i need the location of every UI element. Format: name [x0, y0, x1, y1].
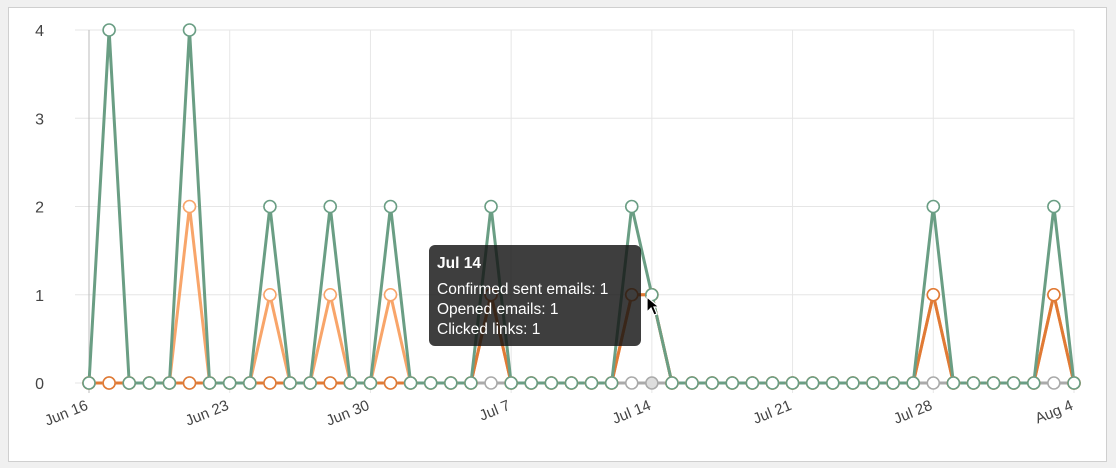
data-point	[665, 376, 679, 390]
data-point	[444, 376, 458, 390]
data-point	[645, 376, 659, 390]
data-point	[182, 23, 197, 37]
data-point	[484, 199, 498, 214]
data-point	[986, 376, 1001, 390]
data-point	[705, 376, 719, 390]
data-point	[343, 376, 358, 390]
data-point	[1047, 199, 1061, 214]
data-point	[886, 376, 900, 390]
data-point	[745, 376, 760, 390]
data-point	[946, 376, 961, 390]
data-point	[785, 376, 800, 390]
data-point	[584, 376, 599, 390]
tooltip: Jul 14 Confirmed sent emails: 1 Opened e…	[429, 245, 641, 346]
data-point	[182, 199, 197, 214]
data-point	[82, 376, 96, 390]
data-point	[846, 376, 860, 390]
data-point	[122, 376, 137, 390]
data-point	[263, 287, 277, 302]
y-tick-label: 4	[35, 23, 44, 40]
data-point	[926, 199, 941, 214]
data-point	[383, 199, 398, 214]
data-point	[102, 376, 116, 390]
data-point	[906, 376, 920, 390]
tooltip-line: Opened emails: 1	[437, 301, 559, 318]
x-tick-label: Jul 28	[891, 397, 934, 428]
data-point	[725, 376, 740, 390]
data-point	[303, 376, 317, 390]
x-tick-label: Jul 21	[751, 397, 794, 428]
data-point	[243, 376, 257, 390]
x-tick-label: Jun 23	[183, 397, 231, 430]
mouse-cursor-icon	[646, 296, 661, 316]
data-point	[182, 376, 197, 390]
data-point	[1067, 376, 1081, 390]
data-point	[624, 376, 639, 390]
y-tick-label: 3	[35, 111, 44, 128]
data-point	[966, 376, 981, 390]
data-point	[323, 199, 338, 214]
data-point	[383, 376, 398, 390]
data-point	[926, 287, 941, 302]
data-point	[263, 376, 277, 390]
x-tick-label: Jun 30	[324, 397, 372, 430]
data-point	[484, 376, 498, 390]
data-point	[564, 376, 579, 390]
y-tick-label: 2	[35, 200, 44, 217]
data-point	[323, 376, 338, 390]
data-point	[222, 376, 237, 390]
data-point	[685, 376, 699, 390]
data-point	[142, 376, 157, 390]
tooltip-title: Jul 14	[437, 255, 481, 272]
x-tick-label: Jun 16	[42, 397, 90, 430]
tooltip-line: Clicked links: 1	[437, 321, 541, 338]
tooltip-line: Confirmed sent emails: 1	[437, 281, 609, 298]
data-point	[544, 376, 559, 390]
data-point	[805, 376, 820, 390]
data-point	[323, 287, 338, 302]
data-point	[383, 287, 398, 302]
data-point	[1047, 376, 1061, 390]
data-point	[1047, 287, 1061, 302]
data-point	[403, 376, 418, 390]
y-tick-label: 0	[35, 376, 44, 393]
data-point	[102, 23, 116, 37]
x-tick-label: Jul 14	[610, 397, 653, 428]
data-point	[825, 376, 840, 390]
data-point	[423, 376, 438, 390]
data-point	[524, 376, 539, 390]
data-point	[604, 376, 619, 390]
x-tick-label: Aug 4	[1033, 397, 1076, 427]
data-point	[162, 376, 177, 390]
data-point	[363, 376, 378, 390]
data-point	[765, 376, 780, 390]
y-tick-label: 1	[35, 288, 44, 305]
data-point	[1006, 376, 1021, 390]
data-point	[283, 376, 297, 390]
data-point	[263, 199, 277, 214]
data-point	[1026, 376, 1041, 390]
x-tick-label: Jul 7	[477, 397, 513, 425]
data-point	[624, 199, 639, 214]
data-point	[926, 376, 941, 390]
data-point	[866, 376, 880, 390]
data-point	[202, 376, 217, 390]
data-point	[504, 376, 518, 390]
data-point	[464, 376, 478, 390]
